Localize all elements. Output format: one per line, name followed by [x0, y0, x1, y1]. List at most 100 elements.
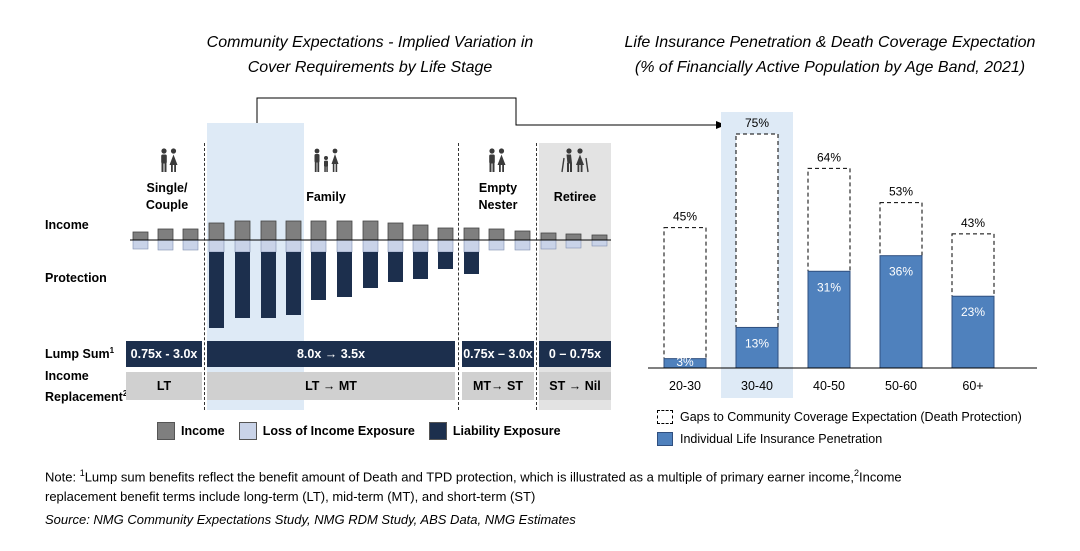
legend-label: Loss of Income Exposure	[262, 424, 415, 438]
couple-icon	[489, 148, 506, 172]
note-prefix: Note:	[45, 469, 80, 485]
liability-segment	[464, 252, 479, 274]
loss-of-income-segment	[437, 239, 454, 253]
stage-label-empty-nester: Empty Nester	[462, 180, 534, 214]
income-segment	[387, 222, 404, 241]
legend-item-income: Income	[157, 422, 225, 440]
left-title-line-2: Cover Requirements by Life Stage	[247, 59, 493, 76]
couple-icon	[161, 148, 178, 172]
income-segment	[310, 220, 327, 241]
stage-label-line: Nester	[478, 198, 518, 212]
stage-bars	[132, 220, 608, 328]
income-replacement-box-single: LT	[126, 372, 202, 400]
liability-segment	[209, 252, 224, 328]
family-icon	[314, 148, 339, 172]
row-label-lump-sum: Lump Sum1	[45, 346, 114, 361]
stage-label-line: Retiree	[553, 190, 597, 204]
penetration-value-label: 23%	[961, 305, 985, 319]
stage-label-line: Couple	[145, 198, 189, 212]
note-superscript: 2	[854, 468, 860, 478]
legend-label: Gaps to Community Coverage Expectation (…	[680, 410, 1022, 424]
income-segment	[488, 228, 505, 241]
liability-segment	[413, 252, 428, 279]
legend-item-penetration: Individual Life Insurance Penetration	[657, 428, 1022, 450]
loss-of-income-segment	[362, 239, 379, 253]
legend-item-liability: Liability Exposure	[428, 422, 561, 440]
liability-segment	[438, 252, 453, 269]
penetration-value-label: 31%	[817, 280, 841, 294]
income-segment	[514, 230, 531, 241]
income-segment	[362, 220, 379, 241]
liability-segment	[337, 252, 352, 297]
row-label-line: Income	[45, 369, 89, 383]
row-label-income-replacement: Income Replacement2	[45, 368, 127, 406]
elderly-couple-icon	[561, 148, 589, 173]
stage-label-line: Single/	[146, 181, 188, 195]
loss-of-income-segment	[412, 239, 429, 253]
total-value-label: 64%	[817, 150, 841, 164]
income-segment	[540, 232, 557, 241]
income-segment	[157, 228, 174, 241]
separator-dashed	[458, 143, 459, 410]
income-segment	[260, 220, 277, 241]
right-title-line-1: Life Insurance Penetration & Death Cover…	[624, 34, 1036, 51]
lump-sum-box-empty-nester: 0.75x – 3.0x	[462, 341, 534, 367]
right-chart-title: Life Insurance Penetration & Death Cover…	[600, 30, 1060, 80]
lump-sum-box-single: 0.75x - 3.0x	[126, 341, 202, 367]
loss-of-income-segment	[591, 239, 608, 247]
legend-swatch-liability	[428, 422, 447, 440]
life-stage-exposure-graphic	[130, 220, 611, 328]
income-replacement-box-empty-nester: MT→ ST	[462, 372, 534, 400]
income-segment	[565, 233, 582, 241]
note-superscript: 1	[79, 468, 85, 478]
stage-label-line: Family	[306, 190, 346, 204]
total-value-label: 45%	[673, 210, 697, 224]
separator-dashed	[536, 143, 537, 410]
legend-item-loss-of-income: Loss of Income Exposure	[238, 422, 415, 440]
x-tick-label: 20-30	[669, 379, 701, 393]
income-segment	[234, 220, 251, 241]
legend-item-gap: Gaps to Community Coverage Expectation (…	[657, 406, 1022, 428]
liability-segment	[363, 252, 378, 288]
loss-of-income-segment	[540, 239, 557, 250]
left-title-line-1: Community Expectations - Implied Variati…	[206, 34, 534, 51]
loss-of-income-segment	[336, 239, 353, 253]
loss-of-income-segment	[208, 239, 225, 253]
total-value-label: 75%	[745, 116, 769, 130]
row-label-protection: Protection	[45, 271, 107, 285]
income-segment	[437, 227, 454, 241]
lump-sum-box-retiree: 0 – 0.75x	[539, 341, 611, 367]
penetration-bar-40-50	[807, 270, 851, 369]
income-replacement-box-family: LT → MT	[207, 372, 455, 400]
right-legend: Gaps to Community Coverage Expectation (…	[657, 406, 1022, 450]
legend-label: Liability Exposure	[452, 424, 561, 438]
penetration-chart: 3% 45% 20-30 13% 75% 30-40 31% 64% 40-50 36% 53% 50…	[648, 112, 1037, 398]
row-label-lump-sum-text: Lump Sum	[45, 347, 110, 362]
loss-of-income-segment	[234, 239, 251, 253]
loss-of-income-segment	[514, 239, 531, 251]
stage-label-retiree: Retiree	[540, 189, 610, 206]
legend-swatch-income	[157, 422, 175, 440]
loss-of-income-segment	[488, 239, 505, 251]
loss-of-income-segment	[260, 239, 277, 253]
loss-of-income-segment	[387, 239, 404, 253]
right-title-line-2: (% of Financially Active Population by A…	[634, 59, 1026, 76]
total-value-label: 43%	[961, 216, 985, 230]
footnote: Note: 1Lump sum benefits reflect the ben…	[45, 463, 1055, 507]
row-label-superscript: 1	[109, 346, 115, 355]
lump-sum-box-family: 8.0x → 3.5x	[207, 341, 455, 367]
legend-swatch-loss-of-income	[238, 422, 257, 440]
penetration-bar-60+	[951, 295, 995, 369]
penetration-value-label: 36%	[889, 265, 913, 279]
separator-dashed	[204, 143, 205, 410]
note-line-2: replacement benefit terms include long-t…	[45, 489, 536, 505]
x-tick-label: 30-40	[741, 379, 773, 393]
liability-segment	[311, 252, 326, 300]
liability-segment	[286, 252, 301, 315]
left-legend: Income Loss of Income Exposure Liability…	[157, 422, 561, 440]
row-label-superscript: 2	[123, 389, 127, 398]
x-tick-label: 60+	[962, 379, 983, 393]
loss-of-income-segment	[157, 239, 174, 251]
income-segment	[591, 234, 608, 241]
liability-segment	[261, 252, 276, 318]
